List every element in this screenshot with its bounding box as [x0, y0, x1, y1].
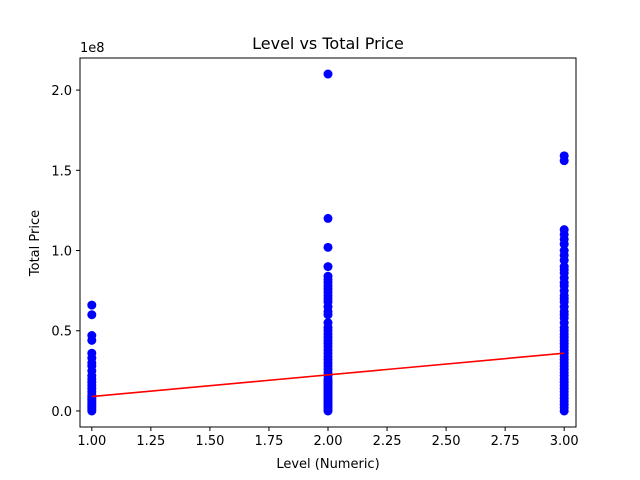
scatter-point — [323, 262, 333, 272]
scatter-point — [323, 69, 333, 79]
y-tick-label: 0.0 — [51, 405, 72, 420]
scatter-point — [559, 246, 569, 256]
x-tick-label: 2.25 — [373, 434, 402, 449]
y-tick-label: 1.5 — [51, 164, 72, 179]
y-axis: 0.0 0.5 1.0 1.5 2.0 — [51, 84, 80, 420]
plot-area — [79, 57, 577, 428]
scatter-point — [559, 262, 569, 272]
scatter-point — [87, 331, 97, 341]
x-tick-label: 2.50 — [432, 434, 461, 449]
scatter-point — [323, 271, 333, 281]
y-tick-label: 1.0 — [51, 245, 72, 260]
x-tick-label: 3.00 — [550, 434, 579, 449]
scatter-point — [559, 225, 569, 235]
scatter-point — [87, 348, 97, 358]
x-tick-label: 2.75 — [491, 434, 520, 449]
trend-line — [91, 352, 565, 398]
x-tick-label: 1.00 — [77, 434, 106, 449]
x-axis: 1.00 1.25 1.50 1.75 2.00 2.25 2.50 2.75 3.00 — [77, 427, 579, 449]
chart-title: Level vs Total Price — [252, 34, 404, 53]
data-layer — [87, 69, 569, 416]
scatter-point — [559, 151, 569, 161]
x-tick-label: 2.00 — [314, 434, 343, 449]
scatter-point — [323, 318, 333, 328]
y-axis-title: Total Price — [28, 210, 43, 277]
x-axis-title: Level (Numeric) — [276, 457, 379, 472]
scatter-point — [87, 310, 97, 320]
y-tick-label: 2.0 — [51, 84, 72, 99]
x-tick-label: 1.50 — [195, 434, 224, 449]
scatter-point — [323, 242, 333, 252]
y-tick-label: 0.5 — [51, 325, 72, 340]
y-offset-label: 1e8 — [80, 41, 105, 56]
scatter-point — [323, 213, 333, 223]
x-tick-label: 1.75 — [254, 434, 283, 449]
x-tick-label: 1.25 — [136, 434, 165, 449]
scatter-point — [87, 300, 97, 310]
